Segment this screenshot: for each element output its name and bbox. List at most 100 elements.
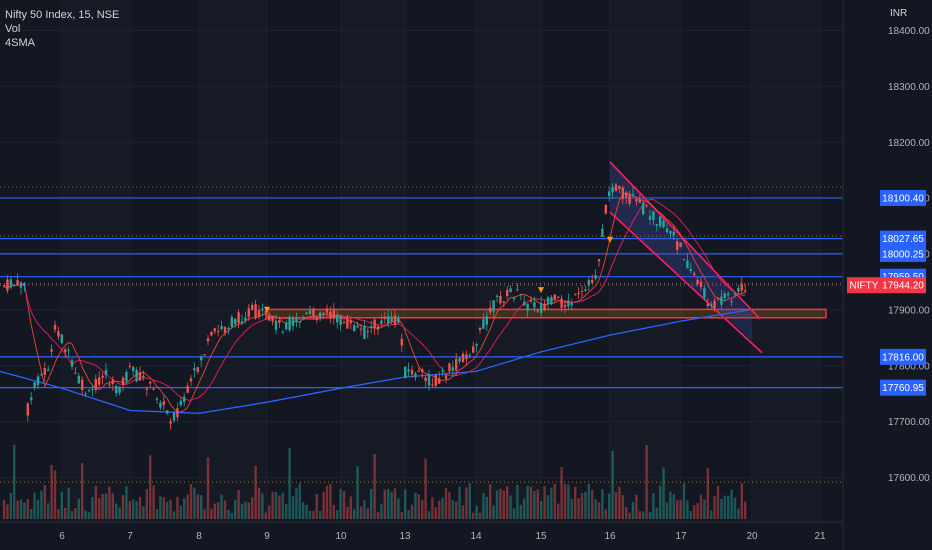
candle-body [227, 328, 230, 330]
candle-body [604, 204, 607, 214]
volume-bar [128, 500, 131, 519]
candle-body [376, 326, 380, 330]
symbol-title[interactable]: Nifty 50 Index, 15, NSE [5, 9, 120, 21]
volume-bar [621, 495, 624, 519]
candle-body [363, 326, 366, 339]
candle-body [183, 396, 186, 402]
candle-body [74, 372, 77, 374]
candle-body [81, 379, 84, 391]
candle-body [584, 289, 587, 291]
volume-bar [438, 500, 441, 519]
candle-body [186, 386, 189, 393]
candle-body [111, 379, 114, 384]
volume-bar [53, 470, 57, 519]
candle-body [152, 388, 155, 390]
candle-body [373, 319, 376, 329]
price-tag-label: 18027.65 [882, 234, 924, 245]
session-bands [62, 0, 820, 522]
volume-bar [132, 499, 135, 519]
support-zone-box [266, 308, 827, 319]
volume-bar [686, 500, 689, 519]
volume-bar [81, 462, 84, 519]
candle-body [332, 310, 335, 318]
volume-bar [448, 492, 451, 519]
volume-bar [727, 495, 730, 519]
signal-marker-icon [607, 236, 613, 243]
volume-bar [509, 495, 512, 519]
volume-bar [434, 507, 437, 519]
candle-body [84, 393, 87, 395]
volume-bar [2, 499, 6, 519]
candle-body [281, 331, 284, 333]
candle-body [285, 322, 288, 330]
volume-bar [519, 504, 522, 519]
candle-body [727, 293, 730, 296]
price-tag-label: 18000.25 [882, 249, 924, 260]
volume-bar [121, 495, 125, 519]
volume-bar [244, 501, 247, 519]
volume-bar [302, 502, 305, 519]
channel-lower-line [609, 211, 763, 354]
candle-body [451, 367, 454, 371]
candle-body [642, 202, 645, 215]
time-axis-panel[interactable] [0, 522, 843, 550]
candle-body [322, 312, 325, 314]
volume-bar [376, 512, 380, 519]
volume-bar [451, 500, 454, 519]
volume-bar [665, 502, 669, 519]
volume-bar [138, 496, 142, 519]
candle-body [427, 374, 431, 386]
volume-bar [210, 508, 213, 519]
volume-bar [281, 492, 284, 519]
candle-body [145, 388, 148, 390]
volume-bar [512, 508, 516, 519]
candle-body [23, 282, 26, 287]
channel-fill [610, 161, 752, 341]
volume-bar [625, 507, 628, 519]
volume-bar [186, 494, 189, 519]
candle-body [47, 369, 50, 371]
candle-body [329, 311, 332, 319]
volume-bar [291, 496, 295, 519]
volume-bar [155, 509, 159, 519]
volume-bar [274, 491, 278, 519]
support-zone [266, 308, 827, 319]
candle-body [628, 193, 631, 204]
volume-bar [444, 488, 448, 519]
volume-bar [312, 510, 315, 519]
volume-indicator-label[interactable]: Vol [5, 23, 21, 35]
candle-body [176, 408, 179, 418]
volume-bar [200, 495, 203, 519]
price-tick-label: 17700.00 [888, 417, 930, 428]
candle-body [200, 356, 203, 361]
candle-body [635, 199, 638, 202]
candle-body [485, 316, 488, 325]
volume-bar [533, 491, 536, 519]
volume-bar [240, 503, 244, 519]
candle-body [455, 359, 458, 371]
volume-bar [703, 499, 706, 519]
volume-bar [652, 493, 655, 519]
volume-bar [325, 485, 329, 519]
candle-body [121, 377, 125, 385]
candle-body [648, 216, 652, 220]
volume-bar [716, 485, 720, 519]
price-tag-label: 18100.40 [882, 193, 924, 204]
candle-body [506, 289, 509, 296]
volume-bar [594, 499, 597, 519]
candle-body [652, 211, 655, 221]
candle-body [659, 216, 662, 227]
candle-body [533, 302, 536, 308]
candle-body [414, 373, 417, 378]
volume-bar [370, 489, 373, 519]
candle-body [744, 290, 747, 292]
candle-body [172, 413, 176, 421]
volume-bar [206, 457, 210, 519]
candle-body [393, 315, 397, 326]
volume-bar [36, 499, 40, 519]
candle-body [223, 326, 227, 333]
sma-indicator-label[interactable]: 4SMA [5, 37, 35, 49]
price-tick-label: 17800.00 [888, 361, 930, 372]
candle-body [499, 295, 502, 304]
